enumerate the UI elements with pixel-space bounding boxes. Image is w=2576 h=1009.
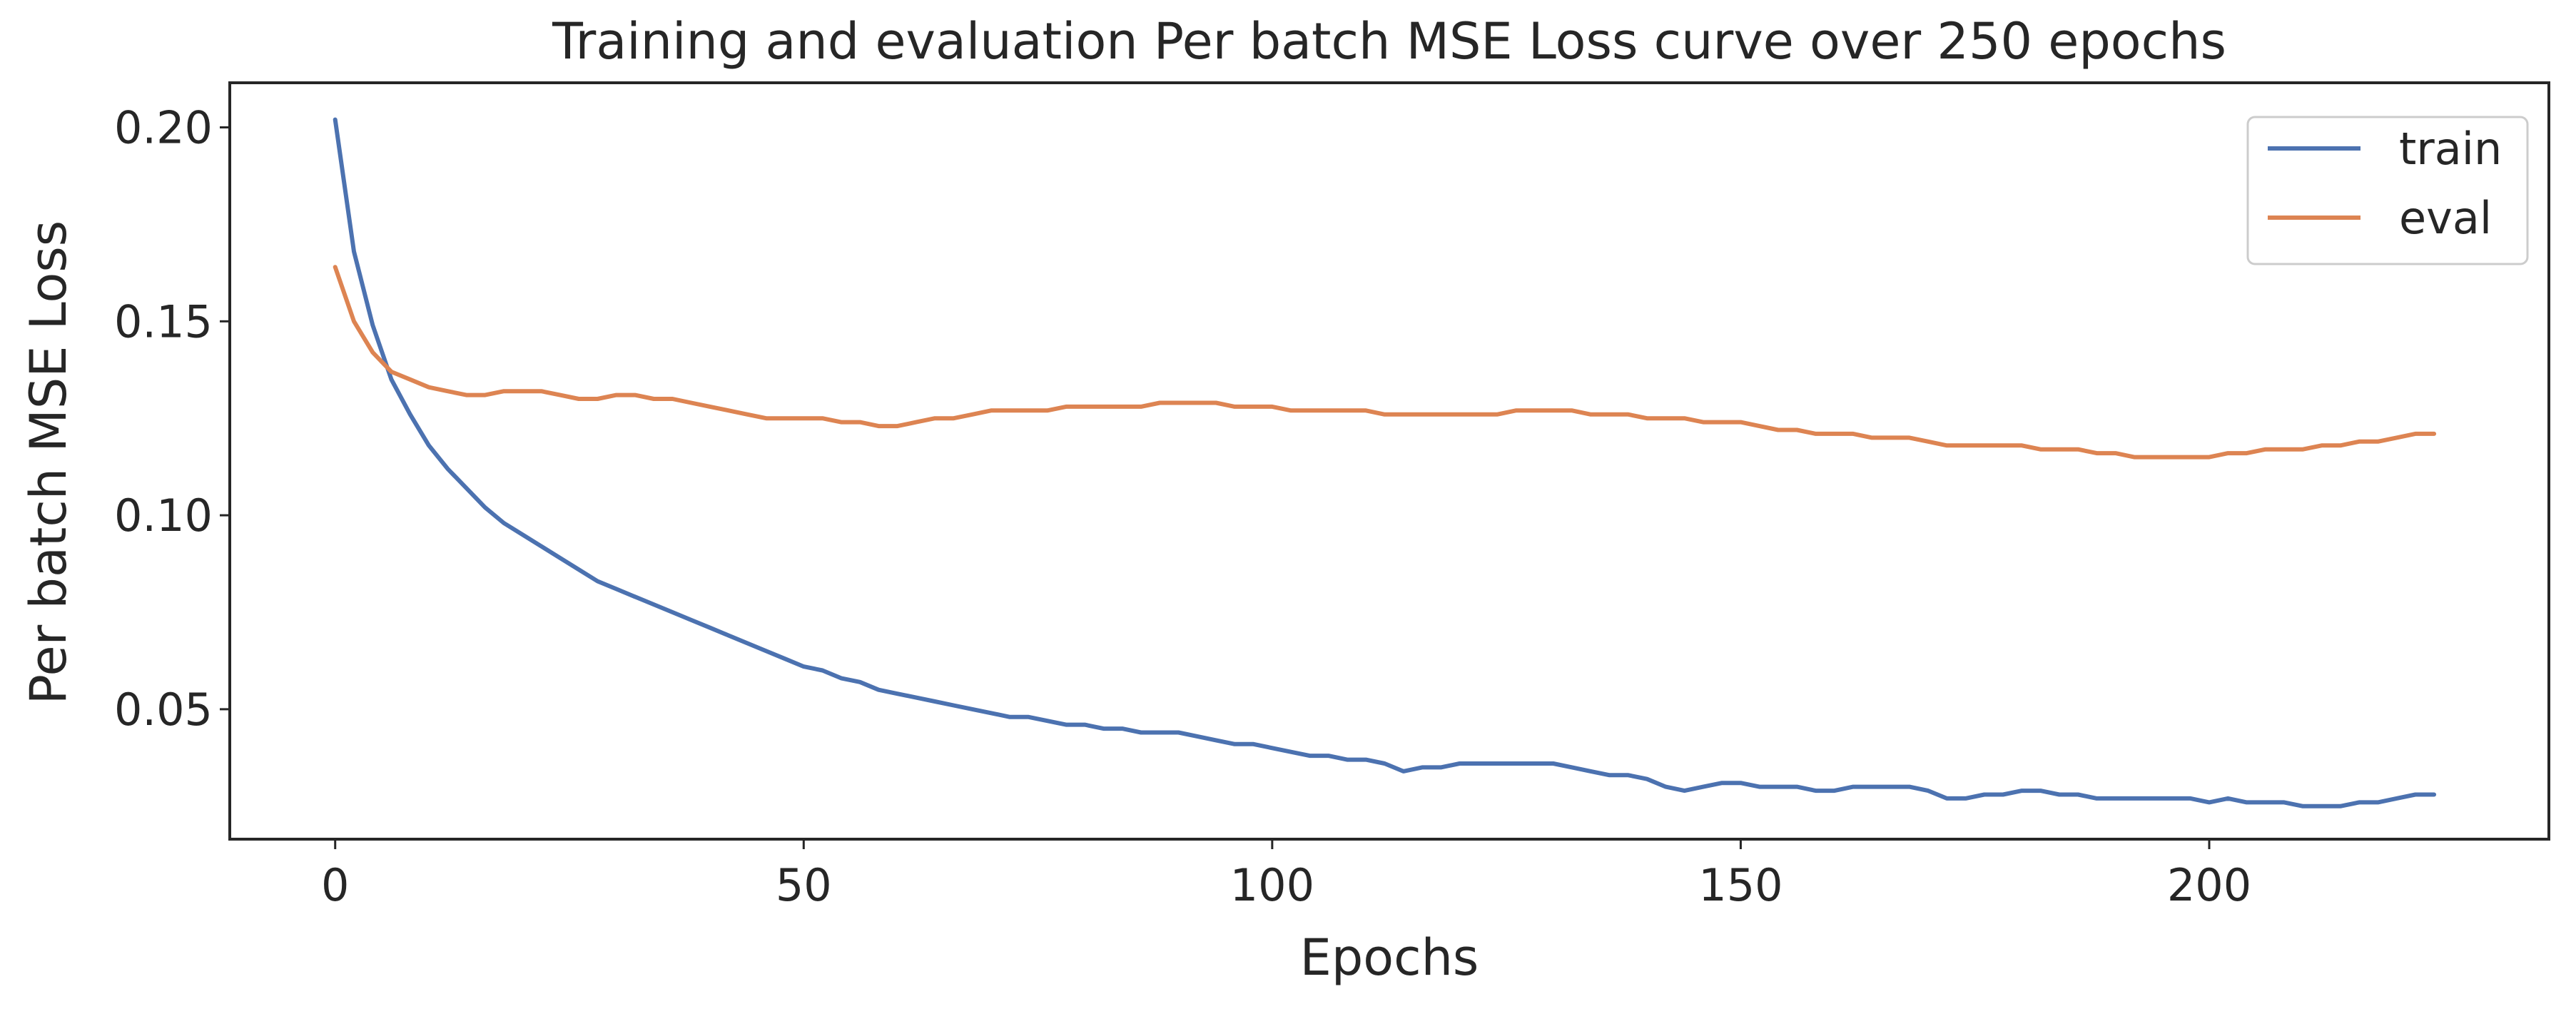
y-tick-label: 0.15	[114, 295, 213, 348]
ticks-layer: 0 50 100 150 200 0.05 0.10 0.15 0.20	[114, 102, 2251, 911]
plot-frame	[228, 81, 2550, 841]
x-tick-label: 50	[776, 859, 832, 911]
x-axis-label: Epochs	[1300, 928, 1479, 987]
x-tick-label: 200	[2167, 859, 2251, 911]
y-tick-label: 0.10	[114, 490, 213, 542]
y-tick-label: 0.05	[114, 684, 213, 736]
x-tick-label: 100	[1230, 859, 1314, 911]
series-line-train	[333, 117, 2437, 808]
y-axis-label: Per batch MSE Loss	[19, 220, 78, 705]
series-line-eval	[333, 265, 2437, 460]
legend: train eval	[2246, 116, 2529, 265]
legend-label-train: train	[2399, 123, 2502, 175]
x-tick-label: 150	[1698, 859, 1783, 911]
legend-label-eval: eval	[2399, 192, 2492, 244]
series-layer	[333, 117, 2437, 808]
legend-box	[2246, 116, 2529, 265]
y-tick-label: 0.20	[114, 102, 213, 154]
x-tick-label: 0	[321, 859, 349, 911]
chart-title: Training and evaluation Per batch MSE Lo…	[552, 12, 2226, 71]
